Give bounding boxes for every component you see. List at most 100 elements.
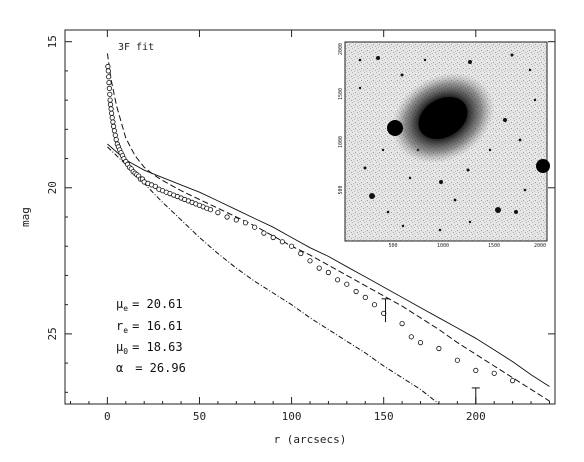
data-point	[436, 345, 442, 352]
y-tick-label: 20	[46, 181, 59, 194]
inset-image: 500 1000 1500 2000 500 1000 1500 2000	[338, 41, 550, 249]
data-point	[109, 110, 115, 116]
param-r-e-sub: e	[123, 326, 128, 335]
data-point	[279, 239, 285, 245]
data-point	[288, 243, 295, 249]
data-point	[106, 85, 113, 92]
inset-star	[514, 210, 518, 214]
y-axis-label: mag	[19, 207, 32, 227]
svg-text:μe= 20.61: μe = 20.61	[116, 297, 183, 313]
data-point	[298, 250, 304, 257]
data-point	[344, 281, 350, 287]
inset-star	[358, 58, 362, 62]
model-curve-dash-dot	[107, 146, 440, 405]
inset-x-tick-label: 500	[388, 243, 397, 249]
data-point	[106, 74, 112, 80]
data-point	[307, 258, 313, 264]
inset-star	[466, 168, 470, 172]
svg-text:α= 26.96: α = 26.96	[116, 361, 186, 375]
inset-star	[363, 166, 367, 170]
param-r-e-symbol: r	[116, 319, 123, 333]
param-alpha: α = 26.96	[116, 361, 186, 375]
inset-star	[381, 148, 385, 152]
data-point	[362, 294, 368, 300]
inset-star	[400, 73, 404, 77]
data-point	[207, 207, 214, 213]
data-point	[107, 91, 113, 97]
param-alpha-symbol: α	[116, 361, 123, 375]
data-point	[417, 339, 424, 346]
data-point	[224, 214, 230, 220]
inset-y-tick-label: 500	[338, 185, 344, 194]
param-mu-0-sub: 0	[123, 347, 128, 356]
data-point	[215, 210, 221, 216]
param-mu-0-value: = 18.63	[132, 340, 183, 354]
data-point	[106, 80, 112, 86]
data-point	[353, 288, 359, 295]
inset-star	[518, 138, 522, 142]
inset-star	[523, 188, 527, 192]
fit-parameters: μe = 20.61 re = 16.61 μ0 = 18.63 α = 26.96	[116, 297, 186, 375]
error-bars	[381, 298, 480, 404]
svg-text:re= 16.61: re = 16.61	[116, 319, 183, 335]
x-tick-label: 150	[374, 410, 394, 423]
y-tick-label: 25	[46, 327, 59, 340]
model-curve-solid	[107, 143, 550, 387]
inset-x-tick-label: 1500	[488, 243, 500, 249]
data-point	[316, 265, 322, 271]
inset-bright-star-right	[536, 159, 550, 173]
inset-x-tick-label: 2000	[534, 243, 546, 249]
param-mu-e-sub: e	[123, 304, 128, 313]
data-point	[111, 128, 118, 134]
data-point	[334, 277, 341, 283]
inset-x-tick-label: 1000	[437, 243, 449, 249]
data-point	[242, 220, 249, 226]
inset-y-tick-label: 2000	[338, 43, 344, 55]
inset-star	[376, 56, 380, 60]
param-r-e: re = 16.61	[116, 319, 183, 335]
y-axis-ticks: 15 20 25	[46, 35, 555, 393]
inset-star	[533, 98, 537, 102]
data-point	[473, 367, 479, 373]
data-point	[454, 357, 460, 363]
data-point	[112, 132, 118, 138]
param-mu-e-value: = 20.61	[132, 297, 183, 311]
inset-star	[423, 58, 427, 62]
param-alpha-value: = 26.96	[135, 361, 186, 375]
data-point	[233, 217, 239, 223]
data-point	[107, 101, 114, 108]
data-point	[252, 224, 258, 230]
inset-star	[528, 68, 532, 72]
data-points	[105, 63, 516, 384]
inset-x-ticks: 500 1000 1500 2000	[388, 243, 546, 249]
data-point	[109, 115, 115, 121]
data-point	[325, 269, 331, 276]
param-mu-0: μ0 = 18.63	[116, 340, 183, 356]
inset-star	[438, 228, 442, 232]
param-mu-0-symbol: μ	[116, 340, 123, 354]
inset-star	[369, 193, 375, 199]
y-tick-label: 15	[46, 35, 59, 48]
inset-star	[503, 118, 507, 122]
x-tick-label: 100	[282, 410, 302, 423]
data-point	[399, 320, 405, 327]
x-tick-label: 0	[104, 410, 111, 423]
data-point	[113, 137, 119, 143]
data-point	[270, 234, 276, 241]
inset-y-tick-label: 1000	[338, 136, 344, 148]
data-point	[261, 230, 267, 236]
data-point	[105, 63, 111, 70]
data-point	[105, 68, 111, 74]
data-point	[110, 119, 116, 125]
data-point	[111, 123, 117, 130]
data-point	[108, 106, 114, 112]
inset-star	[488, 148, 492, 152]
data-point	[509, 377, 516, 384]
inset-star	[453, 198, 457, 202]
inset-star	[401, 224, 405, 228]
data-point	[408, 334, 414, 340]
data-point	[107, 97, 113, 103]
data-point	[491, 370, 497, 376]
data-point	[371, 302, 378, 308]
